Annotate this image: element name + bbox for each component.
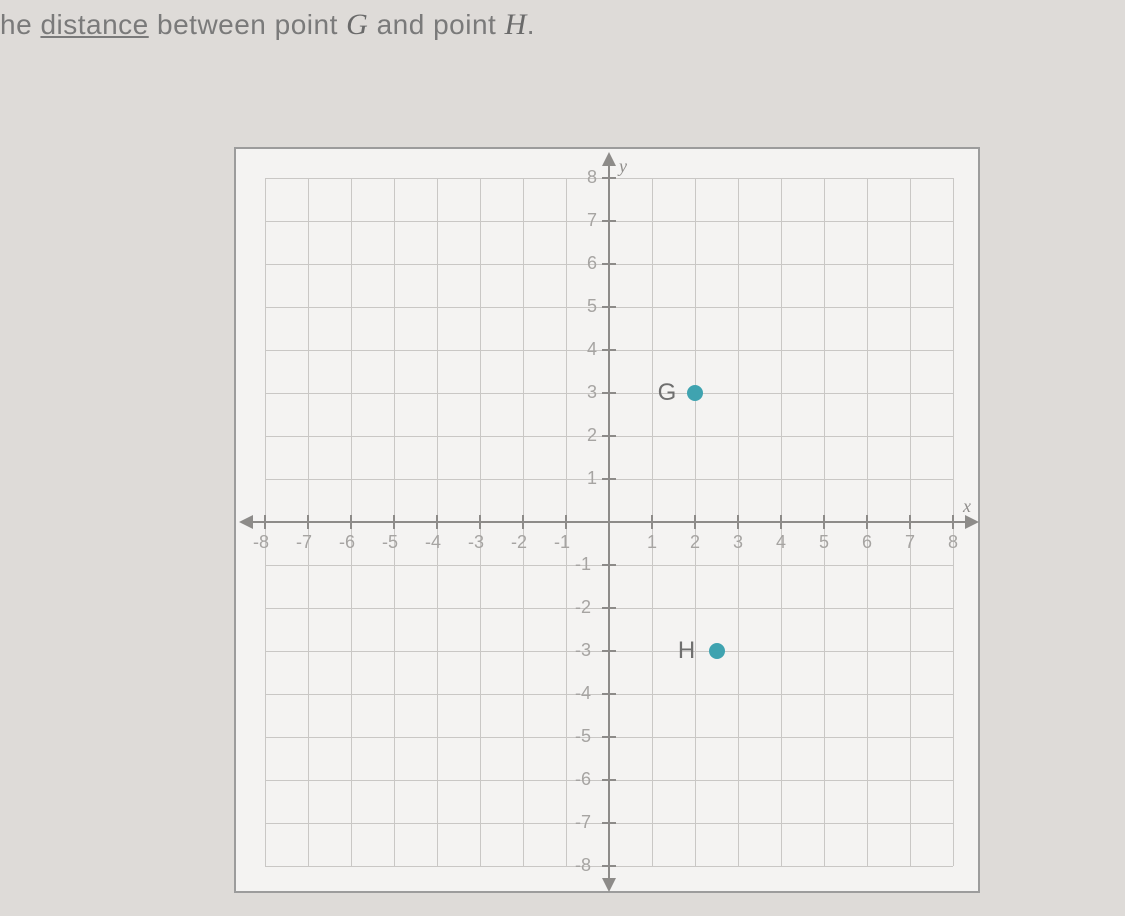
x-tick [780,515,782,529]
y-tick [602,349,616,351]
x-tick-label: -7 [296,532,312,553]
grid-area: yx-8-7-6-5-4-3-2-112345678-8-7-6-5-4-3-2… [265,178,953,866]
x-axis-label: x [963,496,971,517]
x-tick [393,515,395,529]
y-tick-label: 1 [587,468,597,489]
distance-link[interactable]: distance [40,9,148,40]
y-tick [602,607,616,609]
question-suffix: . [527,9,535,40]
y-tick-label: -8 [575,855,591,876]
y-tick-label: 4 [587,339,597,360]
x-tick [436,515,438,529]
x-tick-label: 6 [862,532,872,553]
point-label-h: H [678,637,695,665]
x-tick [565,515,567,529]
y-tick-label: 7 [587,210,597,231]
point-g[interactable] [687,385,703,401]
x-axis-arrow-left [239,515,253,529]
x-tick-label: -4 [425,532,441,553]
point-label-g: G [658,379,677,407]
x-tick [823,515,825,529]
y-tick [602,263,616,265]
x-tick-label: 3 [733,532,743,553]
y-axis-label: y [619,156,627,177]
x-tick-label: 7 [905,532,915,553]
x-tick [651,515,653,529]
x-tick-label: -8 [253,532,269,553]
y-tick-label: 8 [587,167,597,188]
y-tick [602,822,616,824]
question-mid2: and point [368,9,504,40]
point-h[interactable] [709,643,725,659]
question-prefix: he [0,9,40,40]
y-tick-label: -5 [575,726,591,747]
x-tick [522,515,524,529]
x-axis-arrow-right [965,515,979,529]
y-tick-label: -7 [575,812,591,833]
y-tick-label: -4 [575,683,591,704]
y-tick-label: 3 [587,382,597,403]
x-tick-label: 5 [819,532,829,553]
x-tick-label: -5 [382,532,398,553]
y-tick [602,650,616,652]
x-tick [866,515,868,529]
question-var-h: H [505,8,527,41]
x-axis [247,521,971,523]
y-tick-label: -6 [575,769,591,790]
x-tick [694,515,696,529]
y-tick-label: 2 [587,425,597,446]
x-tick-label: 8 [948,532,958,553]
x-tick [479,515,481,529]
x-tick-label: -3 [468,532,484,553]
y-tick-label: -1 [575,554,591,575]
x-tick [952,515,954,529]
y-tick [602,693,616,695]
y-tick-label: 5 [587,296,597,317]
y-tick [602,736,616,738]
y-axis-arrow-down [602,878,616,892]
x-tick-label: 2 [690,532,700,553]
y-tick-label: 6 [587,253,597,274]
y-tick-label: -2 [575,597,591,618]
y-tick [602,177,616,179]
x-tick [737,515,739,529]
x-tick [909,515,911,529]
y-tick [602,435,616,437]
question-text: he distance between point G and point H. [0,8,535,42]
y-tick [602,392,616,394]
x-tick-label: -1 [554,532,570,553]
y-tick [602,779,616,781]
y-axis-arrow-up [602,152,616,166]
question-mid: between point [149,9,346,40]
x-tick-label: 1 [647,532,657,553]
y-tick [602,564,616,566]
y-tick-label: -3 [575,640,591,661]
x-tick-label: -6 [339,532,355,553]
x-tick-label: 4 [776,532,786,553]
y-tick [602,220,616,222]
coordinate-plane: y x -8 -7 -6 -5 -4 -3 -2 -1 1 2 3 4 5 6 7 8 -8 -7 -6 -5 -4 -3 -2… [234,147,980,893]
x-tick [307,515,309,529]
x-tick [264,515,266,529]
x-tick-label: -2 [511,532,527,553]
y-tick [602,865,616,867]
y-tick [602,478,616,480]
x-tick [350,515,352,529]
y-tick [602,306,616,308]
question-var-g: G [346,8,368,41]
